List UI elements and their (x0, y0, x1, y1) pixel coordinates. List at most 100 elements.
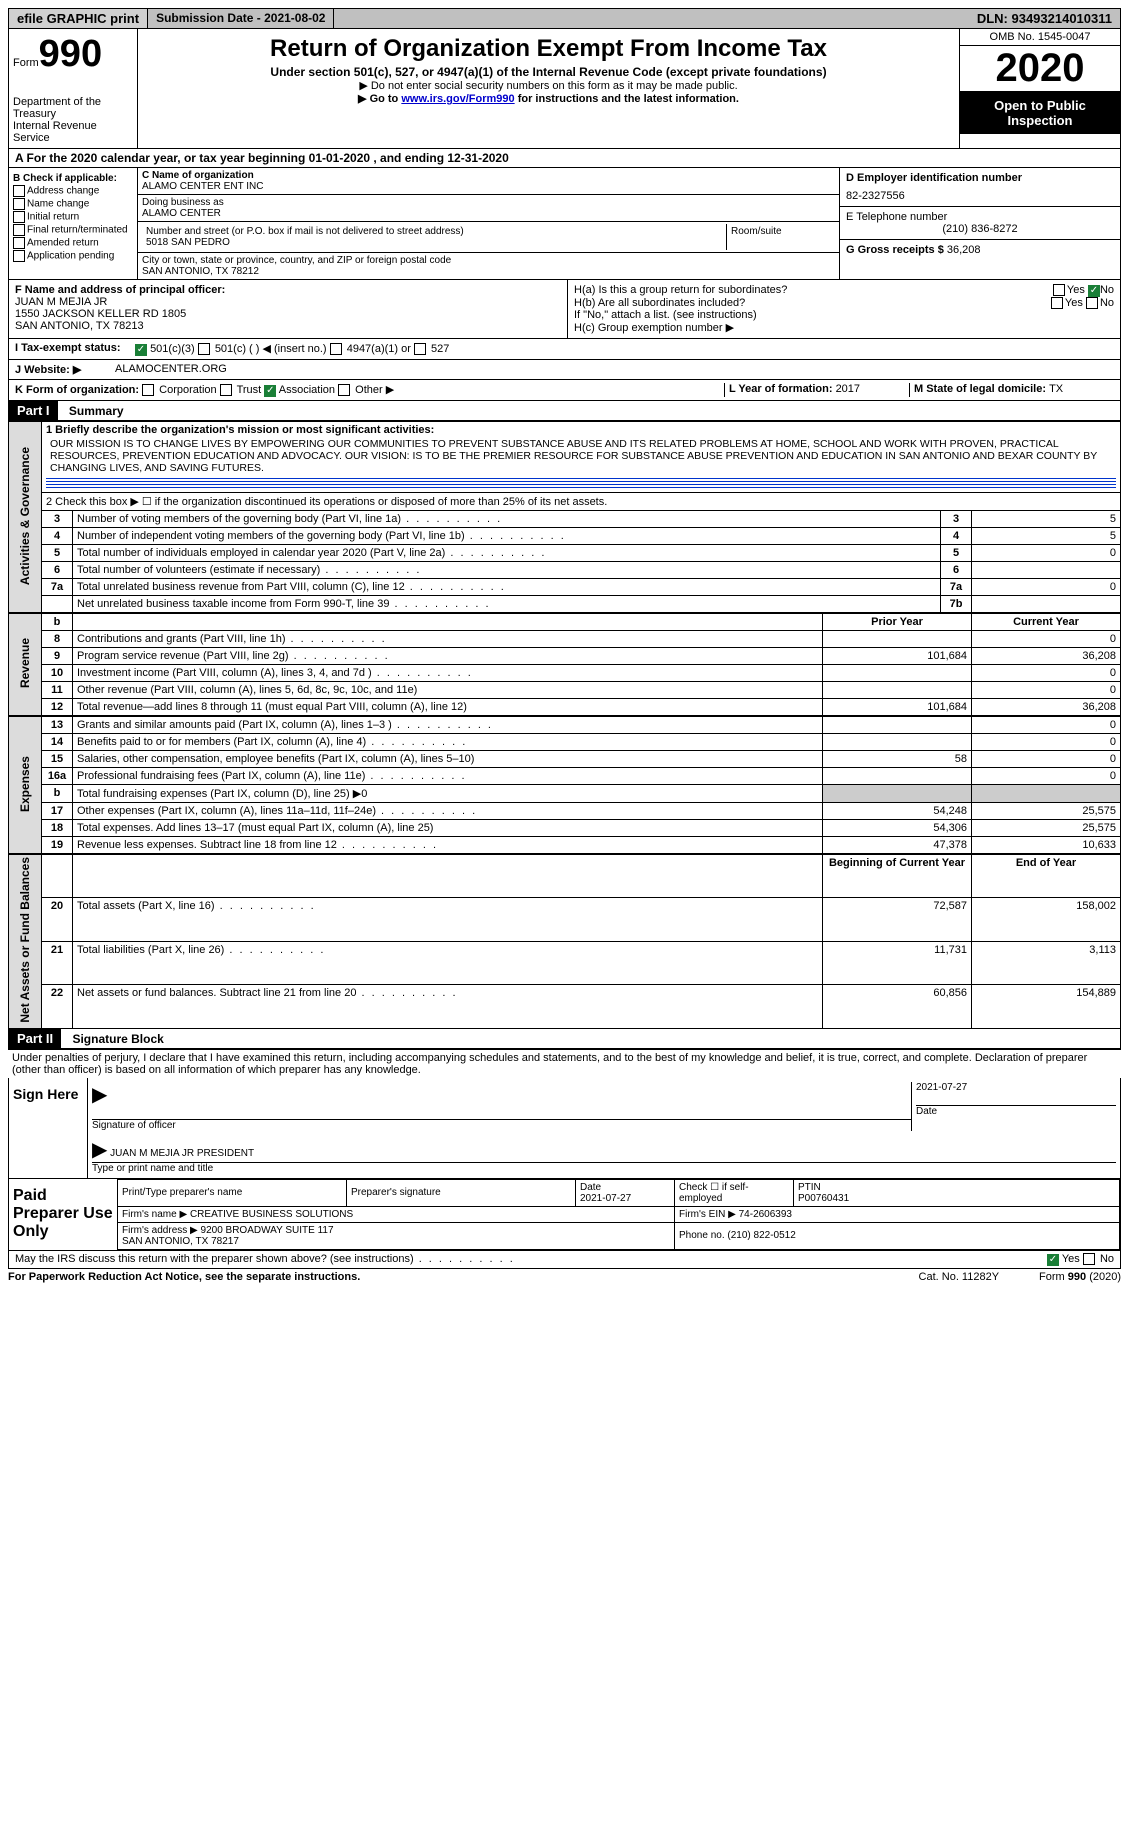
table-row: 19Revenue less expenses. Subtract line 1… (9, 837, 1121, 854)
summary-table: Activities & Governance 1 Briefly descri… (8, 421, 1121, 613)
ein-value: 82-2327556 (846, 190, 1114, 202)
prep-sig-label: Preparer's signature (347, 1179, 576, 1206)
expenses-table: Expenses 13Grants and similar amounts pa… (8, 716, 1121, 854)
row-j: J Website: ▶ ALAMOCENTER.ORG (8, 360, 1121, 380)
dba-name: ALAMO CENTER (142, 208, 835, 219)
inspection-notice: Open to Public Inspection (960, 92, 1120, 134)
tab-revenue: Revenue (9, 614, 42, 716)
website-value: ALAMOCENTER.ORG (115, 363, 227, 376)
page-footer: For Paperwork Reduction Act Notice, see … (8, 1269, 1121, 1285)
form-title: Return of Organization Exempt From Incom… (142, 35, 955, 63)
date-label: Date (916, 1106, 1116, 1117)
form-note-ssn: ▶ Do not enter social security numbers o… (142, 79, 955, 92)
sig-date: 2021-07-27 (916, 1082, 1116, 1093)
gross-receipts-cell: G Gross receipts $ 36,208 (840, 240, 1120, 260)
ein-cell: D Employer identification number 82-2327… (840, 168, 1120, 207)
row-i: I Tax-exempt status: ✓ 501(c)(3) 501(c) … (8, 339, 1121, 360)
table-row: 8Contributions and grants (Part VIII, li… (9, 631, 1121, 648)
form-id-block: Form990 Department of the Treasury Inter… (9, 29, 138, 148)
table-row: 17Other expenses (Part IX, column (A), l… (9, 803, 1121, 820)
principal-officer: F Name and address of principal officer:… (9, 280, 568, 338)
form-number: 990 (39, 33, 102, 75)
h-note: If "No," attach a list. (see instruction… (574, 309, 1114, 321)
dba-cell: Doing business as ALAMO CENTER (138, 195, 839, 222)
form-year-block: OMB No. 1545-0047 2020 Open to Public In… (959, 29, 1120, 148)
efile-print-button[interactable]: efile GRAPHIC print (9, 9, 148, 28)
end-year-hdr: End of Year (972, 855, 1121, 898)
hb-label: H(b) Are all subordinates included? (574, 297, 745, 309)
form-word: Form (13, 57, 39, 69)
table-row: 4Number of independent voting members of… (9, 528, 1121, 545)
irs-link[interactable]: www.irs.gov/Form990 (401, 93, 514, 105)
table-row: 22Net assets or fund balances. Subtract … (9, 985, 1121, 1028)
cat-no: Cat. No. 11282Y (919, 1271, 1000, 1283)
firm-ein: 74-2606393 (739, 1209, 792, 1220)
table-row: 16aProfessional fundraising fees (Part I… (9, 768, 1121, 785)
omb-number: OMB No. 1545-0047 (960, 29, 1120, 46)
department: Department of the Treasury Internal Reve… (13, 96, 133, 144)
group-return-block: H(a) Is this a group return for subordin… (568, 280, 1120, 338)
part-i-header: Part I Summary (8, 401, 1121, 421)
mission-text: OUR MISSION IS TO CHANGE LIVES BY EMPOWE… (46, 436, 1116, 476)
table-row: 3Number of voting members of the governi… (9, 511, 1121, 528)
table-row: 21Total liabilities (Part X, line 26)11,… (9, 941, 1121, 984)
table-row: 9Program service revenue (Part VIII, lin… (9, 648, 1121, 665)
ha-label: H(a) Is this a group return for subordin… (574, 284, 787, 297)
ptin-value: P00760431 (798, 1193, 849, 1204)
tax-year: 2020 (960, 46, 1120, 92)
prior-year-hdr: Prior Year (823, 614, 972, 631)
form-note-link: ▶ Go to www.irs.gov/Form990 for instruct… (142, 92, 955, 105)
net-assets-table: Net Assets or Fund Balances Beginning of… (8, 854, 1121, 1029)
tab-activities-governance: Activities & Governance (9, 422, 42, 613)
col-b-title: B Check if applicable: (13, 173, 133, 184)
table-row: 15Salaries, other compensation, employee… (9, 751, 1121, 768)
dln-label: DLN: 93493214010311 (969, 9, 1120, 28)
room-suite: Room/suite (727, 224, 835, 250)
street-address: 5018 SAN PEDRO (146, 237, 722, 248)
beginning-year-hdr: Beginning of Current Year (823, 855, 972, 898)
city-cell: City or town, state or province, country… (138, 253, 839, 279)
table-row: 10Investment income (Part VIII, column (… (9, 665, 1121, 682)
column-d: D Employer identification number 82-2327… (840, 168, 1120, 279)
officer-name-sub: Type or print name and title (92, 1163, 1116, 1174)
row-k: K Form of organization: Corporation Trus… (8, 380, 1121, 401)
chk-name-change[interactable]: Name change (13, 198, 133, 210)
perjury-statement: Under penalties of perjury, I declare th… (8, 1049, 1121, 1078)
form-subtitle: Under section 501(c), 527, or 4947(a)(1)… (142, 65, 955, 79)
discuss-row: May the IRS discuss this return with the… (8, 1251, 1121, 1269)
prep-date: 2021-07-27 (580, 1193, 631, 1204)
form-header: Form990 Department of the Treasury Inter… (8, 29, 1121, 149)
table-row: Net unrelated business taxable income fr… (9, 596, 1121, 613)
chk-amended-return[interactable]: Amended return (13, 237, 133, 249)
table-row: bTotal fundraising expenses (Part IX, co… (9, 785, 1121, 803)
org-name-cell: C Name of organization ALAMO CENTER ENT … (138, 168, 839, 195)
officer-name: JUAN M MEJIA JR (15, 296, 561, 308)
chk-application-pending[interactable]: Application pending (13, 250, 133, 262)
phone-value: (210) 836-8272 (846, 223, 1114, 235)
tab-expenses: Expenses (9, 717, 42, 854)
officer-name-title: JUAN M MEJIA JR PRESIDENT (110, 1148, 254, 1159)
table-row: 18Total expenses. Add lines 13–17 (must … (9, 820, 1121, 837)
prep-name-label: Print/Type preparer's name (118, 1179, 347, 1206)
chk-address-change[interactable]: Address change (13, 185, 133, 197)
chk-final-return[interactable]: Final return/terminated (13, 224, 133, 236)
paid-preparer-label: Paid Preparer Use Only (9, 1179, 117, 1250)
paid-preparer-block: Paid Preparer Use Only Print/Type prepar… (8, 1179, 1121, 1251)
revenue-table: Revenue b Prior Year Current Year 8Contr… (8, 613, 1121, 716)
current-year-hdr: Current Year (972, 614, 1121, 631)
chk-initial-return[interactable]: Initial return (13, 211, 133, 223)
firm-phone: (210) 822-0512 (727, 1230, 795, 1241)
top-bar: efile GRAPHIC print Submission Date - 20… (8, 8, 1121, 29)
column-b: B Check if applicable: Address change Na… (9, 168, 138, 279)
firm-name: CREATIVE BUSINESS SOLUTIONS (190, 1209, 353, 1220)
phone-cell: E Telephone number (210) 836-8272 (840, 207, 1120, 240)
form-ref: Form 990 (2020) (1039, 1271, 1121, 1283)
table-row: 12Total revenue—add lines 8 through 11 (… (9, 699, 1121, 716)
address-cell: Number and street (or P.O. box if mail i… (138, 222, 839, 253)
table-row: 5Total number of individuals employed in… (9, 545, 1121, 562)
row-f-h: F Name and address of principal officer:… (8, 280, 1121, 339)
form-title-block: Return of Organization Exempt From Incom… (138, 29, 959, 148)
self-employed-check[interactable]: Check ☐ if self-employed (675, 1179, 794, 1206)
table-row: 20Total assets (Part X, line 16)72,58715… (9, 898, 1121, 941)
paperwork-notice: For Paperwork Reduction Act Notice, see … (8, 1271, 360, 1283)
